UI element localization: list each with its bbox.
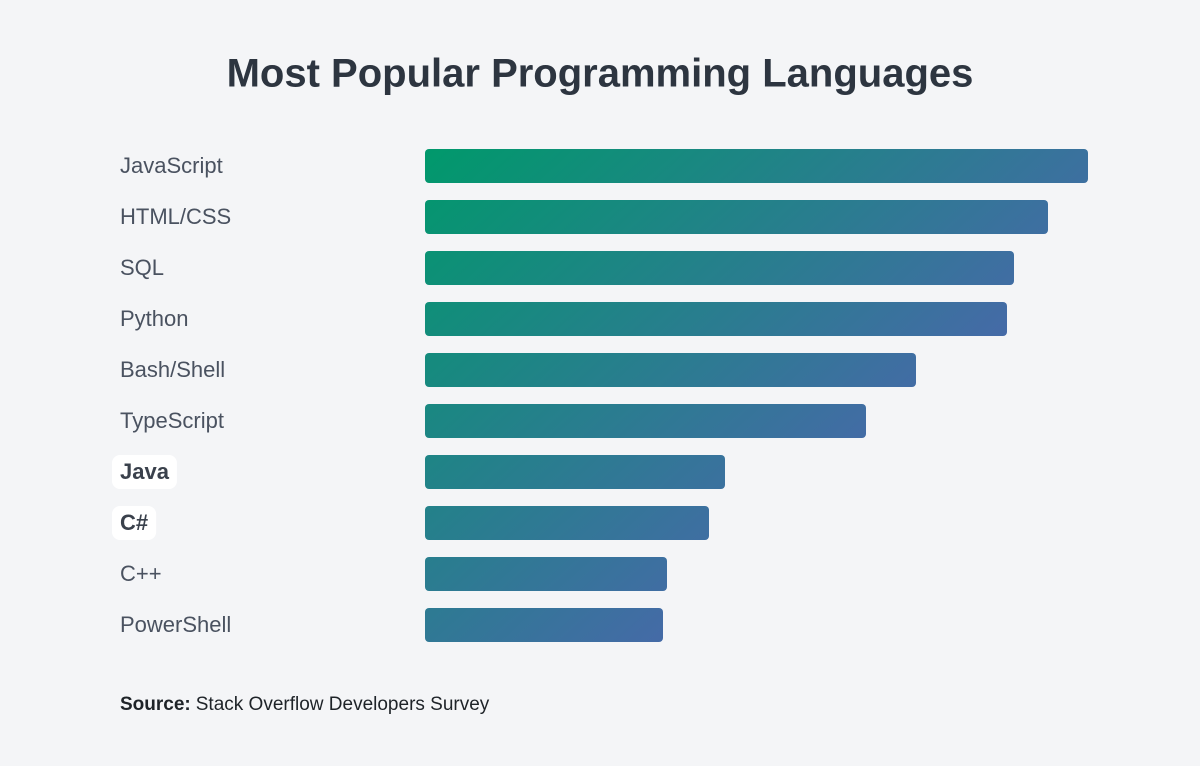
bar xyxy=(425,557,667,591)
source: Source: Stack Overflow Developers Survey xyxy=(120,694,490,715)
label-highlight xyxy=(112,506,157,540)
bar xyxy=(425,506,709,540)
category-label: Python xyxy=(120,306,189,331)
bar xyxy=(425,251,1014,285)
bar xyxy=(425,302,1007,336)
category-label: Java xyxy=(120,459,170,484)
category-label: PowerShell xyxy=(120,612,231,637)
chart-title: Most Popular Programming Languages xyxy=(227,52,974,96)
bar xyxy=(425,608,663,642)
bar xyxy=(425,455,725,489)
bar xyxy=(425,200,1048,234)
bar xyxy=(425,353,916,387)
source-label: Source: xyxy=(120,694,191,715)
category-label: Bash/Shell xyxy=(120,357,225,382)
category-label: C# xyxy=(120,510,148,535)
category-label: JavaScript xyxy=(120,153,223,178)
source-text: Stack Overflow Developers Survey xyxy=(196,694,490,715)
category-label: TypeScript xyxy=(120,408,224,433)
category-label: SQL xyxy=(120,255,164,280)
category-label: HTML/CSS xyxy=(120,204,231,229)
label-highlight xyxy=(112,455,177,489)
bar xyxy=(425,149,1088,183)
bar xyxy=(425,404,866,438)
category-label: C++ xyxy=(120,561,162,586)
